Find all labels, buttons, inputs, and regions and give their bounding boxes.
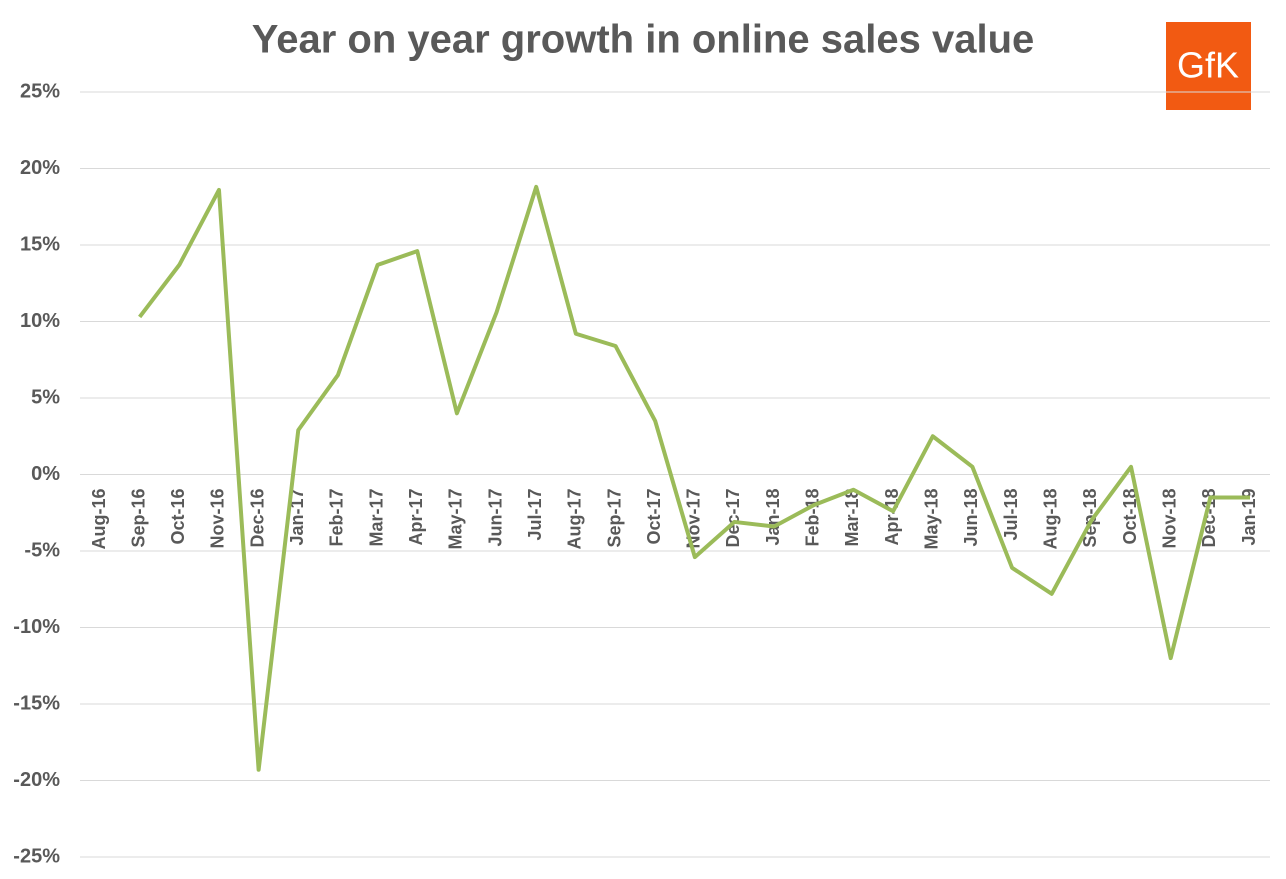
x-tick-label: Feb-17 — [327, 489, 347, 547]
x-tick-label: Dec-18 — [1199, 489, 1219, 548]
x-tick-label: Jul-18 — [1001, 489, 1021, 541]
line-series — [138, 184, 1250, 772]
x-tick-label: Aug-17 — [565, 489, 585, 550]
y-tick-label: -5% — [24, 539, 60, 561]
x-tick-label: Jul-17 — [525, 489, 545, 541]
y-tick-label: 0% — [31, 463, 60, 485]
x-tick-label: Oct-17 — [644, 489, 664, 545]
x-tick-label: Oct-16 — [168, 489, 188, 545]
x-tick-label: Sep-17 — [604, 489, 624, 548]
x-tick-label: May-17 — [446, 489, 466, 550]
x-tick-label: Nov-16 — [208, 489, 228, 549]
x-tick-label: Jun-18 — [961, 489, 981, 547]
x-tick-label: Apr-17 — [406, 489, 426, 546]
x-tick-label: Aug-18 — [1040, 489, 1060, 550]
x-tick-label: Sep-16 — [128, 489, 148, 548]
x-tick-label: Aug-16 — [89, 489, 109, 550]
x-tick-label: Oct-18 — [1120, 489, 1140, 545]
x-tick-label: Dec-16 — [247, 489, 267, 548]
x-tick-label: Jun-17 — [485, 489, 505, 547]
x-tick-label: Mar-17 — [366, 489, 386, 547]
x-tick-label: Jan-19 — [1239, 489, 1259, 546]
y-tick-label: -25% — [13, 845, 60, 867]
logo-box — [1166, 22, 1251, 110]
y-tick-label: 15% — [20, 233, 60, 255]
y-tick-label: 20% — [20, 157, 60, 179]
x-tick-label: Mar-18 — [842, 489, 862, 547]
x-tick-label: Dec-17 — [723, 489, 743, 548]
y-tick-label: 25% — [20, 80, 60, 102]
y-tick-label: -20% — [13, 769, 60, 791]
x-tick-label: Nov-17 — [684, 489, 704, 549]
x-tick-label: Nov-18 — [1159, 489, 1179, 549]
x-tick-label: May-18 — [922, 489, 942, 550]
x-tick-label: Feb-18 — [803, 489, 823, 547]
y-tick-label: 10% — [20, 310, 60, 332]
x-tick-label: Jan-18 — [763, 489, 783, 546]
x-tick-label: Jan-17 — [287, 489, 307, 546]
y-tick-label: 5% — [31, 386, 60, 408]
y-tick-label: -10% — [13, 616, 60, 638]
y-tick-label: -15% — [13, 692, 60, 714]
chart-title: Year on year growth in online sales valu… — [252, 18, 1035, 62]
logo: GfK — [1177, 45, 1239, 86]
